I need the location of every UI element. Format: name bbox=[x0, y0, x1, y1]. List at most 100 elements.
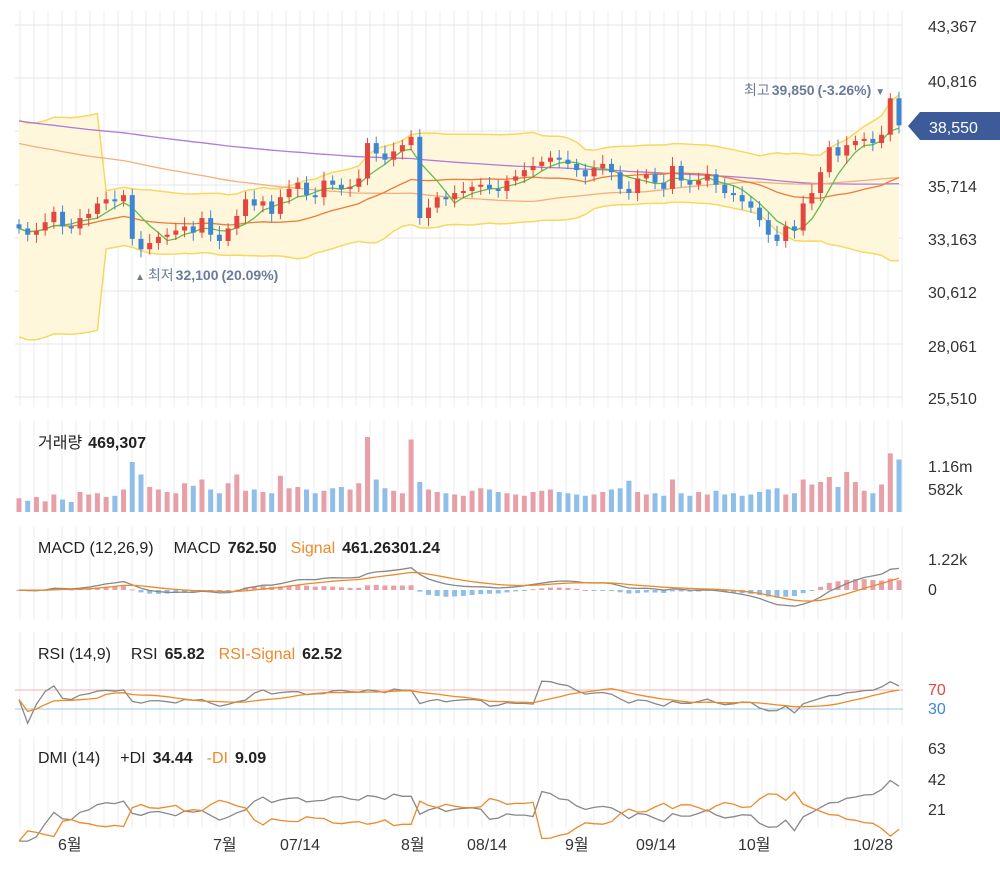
macd-bar bbox=[565, 587, 571, 590]
volume-bar bbox=[365, 437, 371, 512]
candle-body bbox=[190, 226, 196, 233]
volume-bar bbox=[896, 459, 902, 512]
macd-bar bbox=[460, 590, 466, 596]
macd-bar bbox=[791, 590, 797, 597]
candle-body bbox=[286, 188, 292, 198]
volume-bar bbox=[373, 479, 379, 512]
candle-body bbox=[260, 201, 266, 206]
macd-bar bbox=[574, 588, 580, 590]
volume-bar bbox=[33, 497, 39, 512]
macd-bar bbox=[434, 590, 440, 597]
candle-body bbox=[469, 186, 475, 191]
rsi-tick: 70 bbox=[928, 682, 946, 699]
candle-body bbox=[243, 199, 249, 216]
candle-body bbox=[687, 180, 693, 185]
macd-bar bbox=[826, 582, 832, 590]
candle-body bbox=[870, 138, 876, 144]
volume-bar bbox=[251, 489, 257, 512]
candle-body bbox=[626, 188, 632, 194]
volume-bar bbox=[243, 490, 249, 512]
candle-body bbox=[800, 203, 806, 231]
macd-bar bbox=[391, 585, 397, 590]
macd-bar bbox=[626, 590, 632, 594]
volume-bar bbox=[382, 488, 388, 512]
macd-bar bbox=[121, 586, 127, 590]
candle-body bbox=[33, 230, 39, 235]
volume-bar bbox=[16, 498, 22, 512]
volume-bar bbox=[765, 489, 771, 512]
macd-bar bbox=[643, 590, 649, 593]
macd-bar bbox=[844, 579, 850, 590]
volume-bar bbox=[260, 492, 266, 512]
macd-bar bbox=[277, 586, 283, 590]
volume-bar bbox=[208, 489, 214, 512]
volume-bar bbox=[312, 493, 318, 512]
volume-bar bbox=[582, 495, 588, 512]
candle-body bbox=[356, 178, 362, 187]
macd-bar bbox=[591, 590, 597, 591]
macd-bar bbox=[129, 589, 135, 591]
macd-tick: 0 bbox=[928, 582, 937, 599]
candle-body bbox=[147, 243, 153, 250]
candle-body bbox=[103, 199, 109, 204]
volume-panel: 거래량 469,307 1.16m 582k bbox=[16, 420, 972, 512]
macd-bar bbox=[539, 588, 545, 590]
candle-body bbox=[879, 134, 885, 144]
volume-bar bbox=[617, 488, 623, 512]
candle-body bbox=[565, 159, 571, 164]
macd-bar bbox=[887, 578, 893, 590]
volume-bar bbox=[800, 479, 806, 512]
macd-bar bbox=[600, 590, 606, 591]
rsi-legend: RSI (14,9) RSI 65.82 RSI-Signal 62.52 bbox=[38, 646, 342, 663]
current-price: 38,550 bbox=[929, 120, 978, 137]
macd-bar bbox=[504, 590, 510, 593]
volume-bar bbox=[687, 495, 693, 512]
macd-bar bbox=[408, 585, 414, 590]
volume-bar bbox=[791, 493, 797, 512]
candle-body bbox=[216, 234, 222, 241]
volume-bar bbox=[826, 477, 832, 512]
macd-bar bbox=[138, 590, 144, 593]
x-tick: 09/14 bbox=[636, 837, 676, 854]
volume-bar bbox=[42, 501, 48, 512]
macd-bar bbox=[286, 585, 292, 590]
macd-bar bbox=[304, 585, 310, 590]
macd-bar bbox=[260, 586, 266, 590]
macd-bar bbox=[879, 580, 885, 590]
high-annotation: 최고 39,850 (-3.26%) ▼ bbox=[744, 82, 885, 98]
macd-bar bbox=[835, 581, 841, 590]
macd-bar bbox=[669, 590, 675, 592]
macd-bar bbox=[809, 590, 815, 591]
volume-bar bbox=[835, 487, 841, 512]
price-tick: 43,367 bbox=[928, 19, 977, 36]
macd-bar bbox=[330, 586, 336, 590]
volume-bar bbox=[635, 492, 641, 512]
macd-bar bbox=[112, 586, 118, 590]
candle-body bbox=[452, 193, 458, 200]
candlesticks bbox=[16, 91, 902, 258]
macd-bar bbox=[896, 580, 902, 590]
candle-body bbox=[739, 195, 745, 202]
candle-body bbox=[16, 224, 22, 229]
candle-body bbox=[669, 165, 675, 189]
volume-bar bbox=[277, 475, 283, 512]
volume-bar bbox=[887, 453, 893, 512]
candle-body bbox=[365, 143, 371, 179]
dmi-plus-line bbox=[19, 779, 900, 842]
x-tick: 08/14 bbox=[467, 837, 507, 854]
macd-bar bbox=[730, 590, 736, 593]
volume-bar bbox=[173, 493, 179, 512]
candle-body bbox=[896, 98, 902, 126]
macd-bar bbox=[321, 586, 327, 590]
candle-body bbox=[338, 184, 344, 189]
macd-bar bbox=[469, 590, 475, 596]
volume-bar bbox=[164, 492, 170, 512]
macd-bar bbox=[452, 590, 458, 597]
volume-bar bbox=[103, 497, 109, 512]
candle-body bbox=[774, 234, 780, 241]
volume-bar bbox=[426, 489, 432, 512]
dmi-panel: DMI (14) +DI 34.44 -DI 9.09 63 42 21 bbox=[18, 737, 946, 842]
macd-bar bbox=[582, 589, 588, 591]
macd-bar bbox=[347, 587, 353, 590]
macd-bar bbox=[338, 587, 344, 590]
